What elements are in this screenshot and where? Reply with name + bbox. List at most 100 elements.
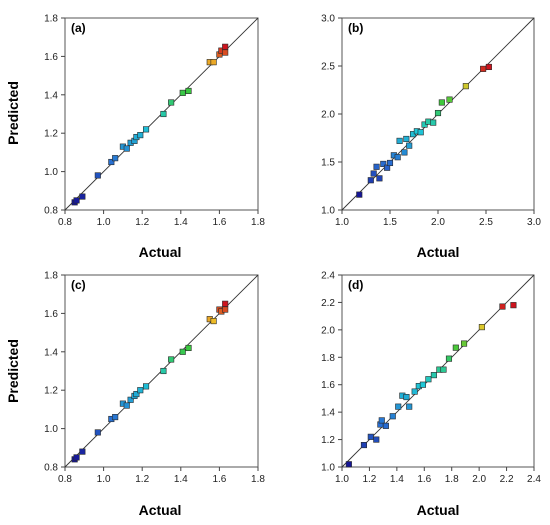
panel-b: 1.0 1.5 2.0 2.5 3.0 1.0 1.5 2.0 2.5 3.0 (b) Actual bbox=[321, 14, 541, 261]
y-tick-label: 2.4 bbox=[321, 271, 335, 282]
y-tick-label: 1.0 bbox=[44, 424, 58, 435]
y-tick-label: 1.6 bbox=[321, 380, 335, 391]
panel-label: (c) bbox=[71, 278, 86, 292]
y-tick-label: 0.8 bbox=[44, 463, 58, 474]
x-tick-label: 2.0 bbox=[472, 474, 486, 485]
y-tick-label: 2.0 bbox=[321, 325, 335, 336]
data-point bbox=[222, 43, 229, 50]
y-tick-label: 1.6 bbox=[44, 52, 58, 63]
x-tick-label: 1.4 bbox=[390, 474, 404, 485]
y-tick-label: 1.2 bbox=[321, 435, 335, 446]
x-axis-label: Actual bbox=[417, 244, 460, 260]
panel-a: 0.8 1.0 1.2 1.4 1.6 1.8 0.8 1.0 1.2 1.4 1.6 1.8 (a) A… bbox=[5, 14, 265, 261]
x-tick-label: 2.4 bbox=[527, 474, 541, 485]
y-tick-label: 3.0 bbox=[321, 14, 335, 25]
x-tick-label: 2.2 bbox=[500, 474, 514, 485]
x-tick-label: 2.5 bbox=[479, 217, 493, 228]
data-point bbox=[210, 59, 217, 66]
data-point bbox=[462, 83, 469, 90]
data-point bbox=[452, 344, 459, 351]
data-point bbox=[133, 390, 140, 398]
x-tick-label: 0.8 bbox=[58, 474, 72, 485]
data-point bbox=[367, 177, 374, 184]
x-tick-label: 1.8 bbox=[251, 217, 265, 228]
data-point bbox=[438, 99, 445, 106]
data-point bbox=[127, 396, 134, 403]
panel-label: (b) bbox=[348, 21, 363, 35]
x-tick-label: 1.4 bbox=[174, 474, 188, 485]
data-point bbox=[446, 96, 453, 103]
x-tick-label: 1.5 bbox=[383, 217, 397, 228]
data-point bbox=[411, 388, 418, 395]
data-point bbox=[94, 172, 101, 179]
data-point bbox=[389, 413, 396, 420]
data-point bbox=[403, 394, 410, 401]
data-point bbox=[143, 383, 150, 390]
x-tick-label: 1.4 bbox=[174, 217, 188, 228]
data-point bbox=[370, 170, 377, 177]
x-tick-label: 1.6 bbox=[212, 474, 226, 485]
data-point bbox=[485, 63, 492, 71]
data-point bbox=[123, 402, 130, 409]
plot-frame bbox=[64, 274, 259, 468]
y-axis-label: Predicted bbox=[5, 81, 21, 145]
data-point bbox=[396, 137, 403, 144]
data-point bbox=[360, 442, 367, 449]
data-point bbox=[480, 65, 487, 72]
y-tick-label: 2.0 bbox=[321, 110, 335, 121]
x-axis-label: Actual bbox=[139, 244, 182, 260]
data-point bbox=[478, 324, 485, 331]
x-tick-label: 1.6 bbox=[417, 474, 431, 485]
data-point bbox=[73, 454, 80, 461]
data-point bbox=[499, 303, 506, 310]
y-tick-label: 1.4 bbox=[321, 408, 335, 419]
data-point bbox=[510, 302, 517, 309]
data-point bbox=[112, 414, 119, 421]
x-tick-label: 1.0 bbox=[335, 217, 349, 228]
y-tick-label: 1.8 bbox=[321, 353, 335, 364]
y-tick-label: 1.4 bbox=[44, 347, 58, 358]
data-point bbox=[345, 461, 352, 468]
data-point bbox=[185, 87, 192, 95]
x-axis-label: Actual bbox=[417, 502, 460, 518]
y-tick-label: 2.2 bbox=[321, 298, 335, 309]
x-tick-label: 1.6 bbox=[212, 217, 226, 228]
x-tick-label: 1.8 bbox=[251, 474, 265, 485]
y-tick-label: 1.4 bbox=[44, 90, 58, 101]
data-point bbox=[222, 306, 229, 313]
y-tick-label: 1.0 bbox=[321, 206, 335, 217]
y-tick-label: 1.5 bbox=[321, 158, 335, 169]
panel-label: (a) bbox=[71, 21, 86, 35]
data-point bbox=[378, 417, 385, 424]
data-point bbox=[137, 132, 144, 139]
y-tick-label: 1.2 bbox=[44, 129, 58, 140]
x-tick-label: 1.0 bbox=[97, 217, 111, 228]
y-tick-label: 1.2 bbox=[44, 386, 58, 397]
data-point bbox=[419, 381, 426, 388]
data-point bbox=[137, 387, 144, 394]
data-point bbox=[79, 448, 86, 455]
data-point bbox=[179, 89, 186, 96]
x-tick-label: 1.2 bbox=[135, 474, 149, 485]
data-point bbox=[143, 126, 150, 133]
y-tick-label: 2.5 bbox=[321, 62, 335, 73]
data-point bbox=[179, 348, 186, 355]
data-point bbox=[386, 159, 394, 167]
data-point bbox=[430, 372, 437, 379]
data-point bbox=[108, 158, 115, 166]
x-tick-label: 1.0 bbox=[97, 474, 111, 485]
y-tick-label: 1.0 bbox=[44, 167, 58, 178]
panel-d: 1.0 1.2 1.4 1.6 1.8 2.0 2.2 2.4 1.0 1.2 1.4 1.6 1.8 2… bbox=[321, 271, 541, 519]
y-tick-label: 1.8 bbox=[44, 14, 58, 25]
y-axis-label: Predicted bbox=[5, 339, 21, 403]
data-point bbox=[367, 433, 374, 440]
data-point bbox=[376, 175, 383, 182]
data-point bbox=[73, 197, 80, 204]
data-point bbox=[123, 145, 130, 152]
data-point bbox=[373, 436, 380, 443]
y-tick-label: 1.8 bbox=[44, 271, 58, 282]
x-tick-label: 2.0 bbox=[431, 217, 445, 228]
plot-frame bbox=[64, 17, 259, 211]
x-tick-label: 1.2 bbox=[362, 474, 376, 485]
y-tick-label: 1.0 bbox=[321, 463, 335, 474]
